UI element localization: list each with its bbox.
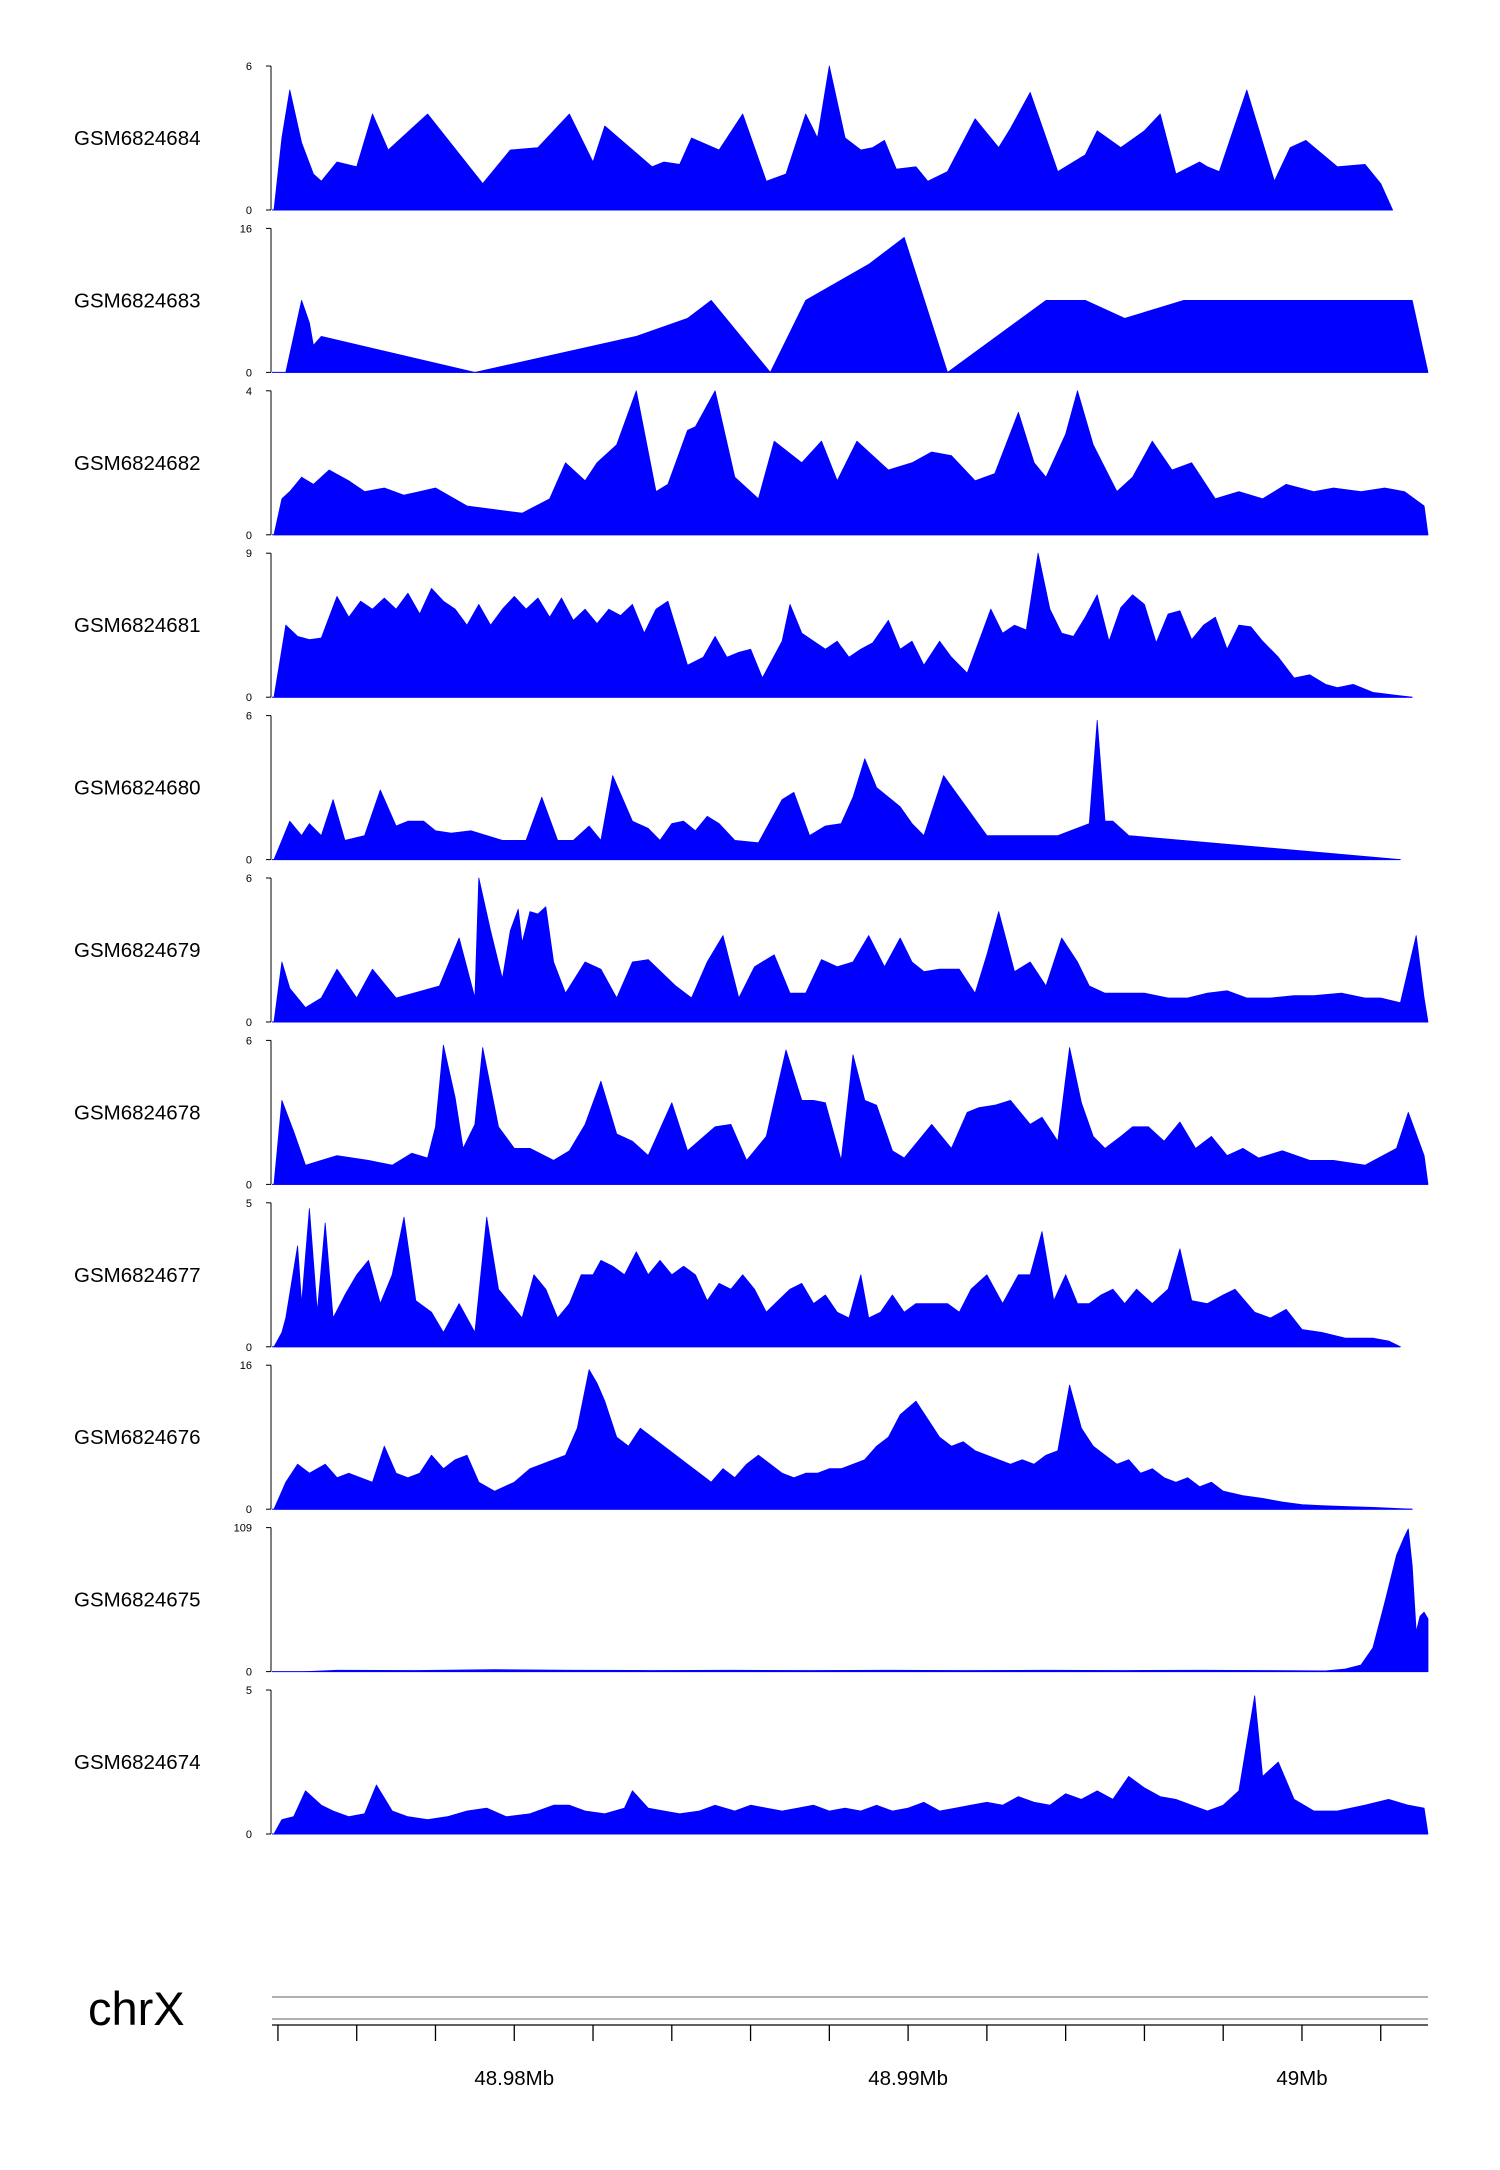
track-y-max-label: 5 xyxy=(246,1685,252,1697)
genome-axis: chrX 48.98Mb 48.99Mb 49Mb xyxy=(88,1982,1428,2090)
track-GSM6824678: GSM6824678 6 0 xyxy=(74,1035,1429,1191)
track-GSM6824677: GSM6824677 5 0 xyxy=(74,1198,1401,1354)
track-y-min-label: 0 xyxy=(246,1017,252,1029)
track-y-max-label: 4 xyxy=(246,386,252,398)
track-name-label: GSM6824682 xyxy=(74,452,201,475)
track-GSM6824684: GSM6824684 6 0 xyxy=(74,61,1393,217)
genome-tick-label: 48.99Mb xyxy=(868,2067,948,2090)
coverage-area xyxy=(273,552,1413,698)
track-y-max-label: 6 xyxy=(246,711,252,723)
track-GSM6824675: GSM6824675 109 0 xyxy=(74,1523,1429,1679)
track-y-min-label: 0 xyxy=(246,1504,252,1516)
genome-tick-label: 48.98Mb xyxy=(474,2067,554,2090)
track-y-max-label: 16 xyxy=(240,223,252,235)
coverage-area xyxy=(273,877,1429,1023)
coverage-area xyxy=(273,390,1429,536)
coverage-area xyxy=(285,237,1429,373)
track-y-max-label: 6 xyxy=(246,873,252,885)
track-name-label: GSM6824677 xyxy=(74,1264,201,1287)
track-name-label: GSM6824674 xyxy=(74,1751,201,1774)
track-y-min-label: 0 xyxy=(246,367,252,379)
track-y-max-label: 6 xyxy=(246,1035,252,1047)
signal-tracks: GSM682468460GSM6824683160GSM682468240GSM… xyxy=(74,61,1429,1841)
track-y-min-label: 0 xyxy=(246,692,252,704)
track-name-label: GSM6824675 xyxy=(74,1589,201,1612)
track-name-label: GSM6824684 xyxy=(74,127,201,150)
track-y-max-label: 9 xyxy=(246,548,252,560)
coverage-area xyxy=(273,1208,1401,1348)
track-y-min-label: 0 xyxy=(246,1667,252,1679)
track-y-min-label: 0 xyxy=(246,855,252,867)
track-y-max-label: 5 xyxy=(246,1198,252,1210)
chromosome-label: chrX xyxy=(88,1982,185,2035)
track-y-max-label: 6 xyxy=(246,61,252,73)
coverage-area xyxy=(273,720,1401,860)
track-GSM6824680: GSM6824680 6 0 xyxy=(74,711,1401,867)
track-y-min-label: 0 xyxy=(246,1179,252,1191)
track-GSM6824674: GSM6824674 5 0 xyxy=(74,1685,1429,1841)
track-GSM6824681: GSM6824681 9 0 xyxy=(74,548,1413,704)
track-name-label: GSM6824683 xyxy=(74,289,201,312)
track-GSM6824679: GSM6824679 6 0 xyxy=(74,873,1429,1029)
track-y-max-label: 109 xyxy=(234,1523,252,1535)
track-name-label: GSM6824676 xyxy=(74,1426,201,1449)
coverage-area xyxy=(273,65,1393,211)
track-GSM6824676: GSM6824676 16 0 xyxy=(74,1360,1413,1516)
track-name-label: GSM6824679 xyxy=(74,939,201,962)
track-GSM6824682: GSM6824682 4 0 xyxy=(74,386,1429,542)
track-GSM6824683: GSM6824683 16 0 xyxy=(74,223,1429,379)
track-y-max-label: 16 xyxy=(240,1360,252,1372)
genome-tick-label: 49Mb xyxy=(1276,2067,1327,2090)
track-name-label: GSM6824678 xyxy=(74,1101,201,1124)
genome-axis-ticks: 48.98Mb 48.99Mb 49Mb xyxy=(277,2025,1382,2090)
coverage-area xyxy=(273,1369,1413,1510)
track-y-min-label: 0 xyxy=(246,205,252,217)
coverage-area xyxy=(273,1044,1429,1185)
track-y-min-label: 0 xyxy=(246,1829,252,1841)
track-name-label: GSM6824681 xyxy=(74,614,201,637)
coverage-area xyxy=(305,1528,1429,1672)
track-y-min-label: 0 xyxy=(246,530,252,542)
track-y-min-label: 0 xyxy=(246,1342,252,1354)
coverage-area xyxy=(273,1695,1429,1835)
track-name-label: GSM6824680 xyxy=(74,777,201,800)
